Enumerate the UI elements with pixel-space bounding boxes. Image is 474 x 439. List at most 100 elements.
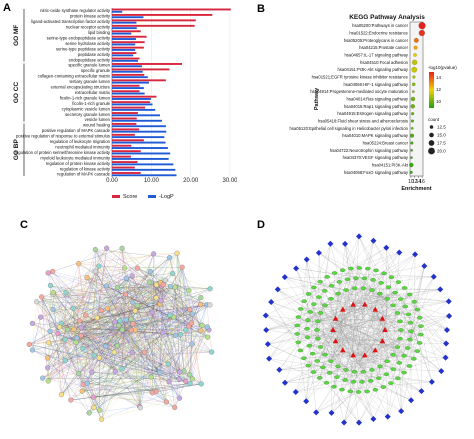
network-node — [174, 250, 180, 256]
network-edge — [67, 329, 212, 353]
pathway-dot — [410, 104, 415, 109]
network-edge — [160, 257, 170, 283]
network-edge — [330, 304, 354, 362]
network-node — [86, 410, 92, 416]
bar-score — [112, 117, 137, 120]
pathway-dot — [418, 22, 426, 30]
network-node — [187, 381, 193, 387]
pathway-label: hsa05224:Breast cancer — [363, 141, 409, 146]
bar-score — [112, 30, 141, 33]
category-label: regulation of MAPK cascade — [57, 172, 111, 177]
compound-node — [398, 408, 405, 415]
network-edge — [175, 297, 202, 336]
bar-neglogp — [112, 76, 148, 79]
category-label: serine hydrolase activity — [65, 41, 111, 46]
size-legend-dot — [429, 132, 434, 138]
network-edge — [320, 309, 343, 348]
bar-neglogp — [112, 157, 169, 160]
network-edge — [78, 373, 102, 420]
network-edge — [50, 285, 186, 331]
network-edge — [300, 304, 354, 351]
bar-neglogp — [112, 92, 145, 95]
network-edge — [335, 341, 363, 382]
network-edge — [173, 317, 212, 353]
network-edge — [135, 310, 140, 407]
target-node — [414, 349, 421, 353]
network-edge — [36, 301, 94, 398]
compound-node — [383, 244, 390, 251]
network-edge — [159, 280, 166, 373]
category-label: secretory granule lumen — [65, 112, 111, 117]
compound-node — [262, 312, 269, 319]
network-edge — [175, 313, 193, 336]
network-edge — [364, 298, 401, 356]
network-edge — [375, 309, 412, 332]
category-label: serine-type endopeptidase activity — [47, 35, 111, 40]
network-edge — [298, 318, 383, 343]
network-edge — [47, 286, 171, 359]
network-edge — [121, 248, 212, 353]
network-edge — [65, 351, 97, 361]
network-edge — [100, 310, 193, 345]
network-node — [45, 355, 51, 361]
compound-node — [328, 409, 335, 416]
network-edge — [73, 282, 161, 309]
network-edge — [191, 323, 202, 384]
network-edge — [333, 350, 343, 387]
target-node — [365, 266, 371, 271]
network-node — [38, 314, 44, 320]
network-edge — [344, 380, 374, 420]
compound-node — [412, 251, 419, 258]
network-edge — [36, 280, 166, 302]
network-edge — [353, 294, 410, 305]
pathway-label: hsa04068:FoxO signaling pathway — [344, 170, 409, 175]
network-edge — [408, 276, 434, 315]
target-node — [388, 381, 394, 385]
target-node — [347, 389, 353, 394]
network-edge — [409, 276, 434, 340]
network-edge — [97, 248, 107, 318]
network-edge — [308, 341, 336, 366]
network-edge — [75, 323, 133, 343]
network-node — [204, 324, 210, 330]
network-edge — [307, 320, 374, 420]
network-node — [39, 294, 45, 300]
network-edge — [169, 257, 202, 384]
target-node — [396, 361, 403, 365]
network-edge — [364, 282, 382, 305]
network-edge — [298, 254, 416, 318]
network-node — [55, 331, 61, 337]
x-tick-label: 0.00 — [106, 178, 118, 184]
network-node — [74, 335, 80, 341]
size-legend-dot — [428, 140, 435, 146]
network-edge — [342, 309, 363, 382]
network-edge — [82, 378, 180, 392]
network-edge — [307, 329, 334, 338]
category-label: cytoplasmic vesicle lumen — [62, 106, 111, 111]
component-target-network-d — [262, 233, 453, 426]
pathway-dot — [418, 29, 425, 37]
network-node — [68, 397, 74, 403]
network-node — [29, 320, 35, 326]
kegg-pathway-dot-plot: KEGG Pathway Analysis hsa05200:Pathways i… — [290, 14, 458, 192]
network-edge — [48, 272, 54, 310]
core-node — [372, 347, 379, 353]
network-edge — [174, 287, 185, 371]
target-node — [324, 275, 330, 279]
network-edge — [309, 315, 450, 346]
bar-score — [112, 128, 140, 131]
network-edge — [364, 322, 411, 356]
network-edge — [371, 290, 383, 319]
network-node — [65, 327, 71, 333]
x-tick-label: 20.00 — [183, 178, 199, 184]
network-edge — [36, 301, 80, 321]
compound-node — [421, 262, 428, 269]
compound-node — [303, 398, 310, 405]
network-node — [189, 341, 195, 347]
target-node — [411, 300, 417, 304]
target-node — [408, 329, 414, 333]
network-edge — [168, 326, 208, 382]
network-node — [119, 366, 125, 372]
network-edge — [363, 265, 425, 372]
network-node — [50, 268, 56, 274]
